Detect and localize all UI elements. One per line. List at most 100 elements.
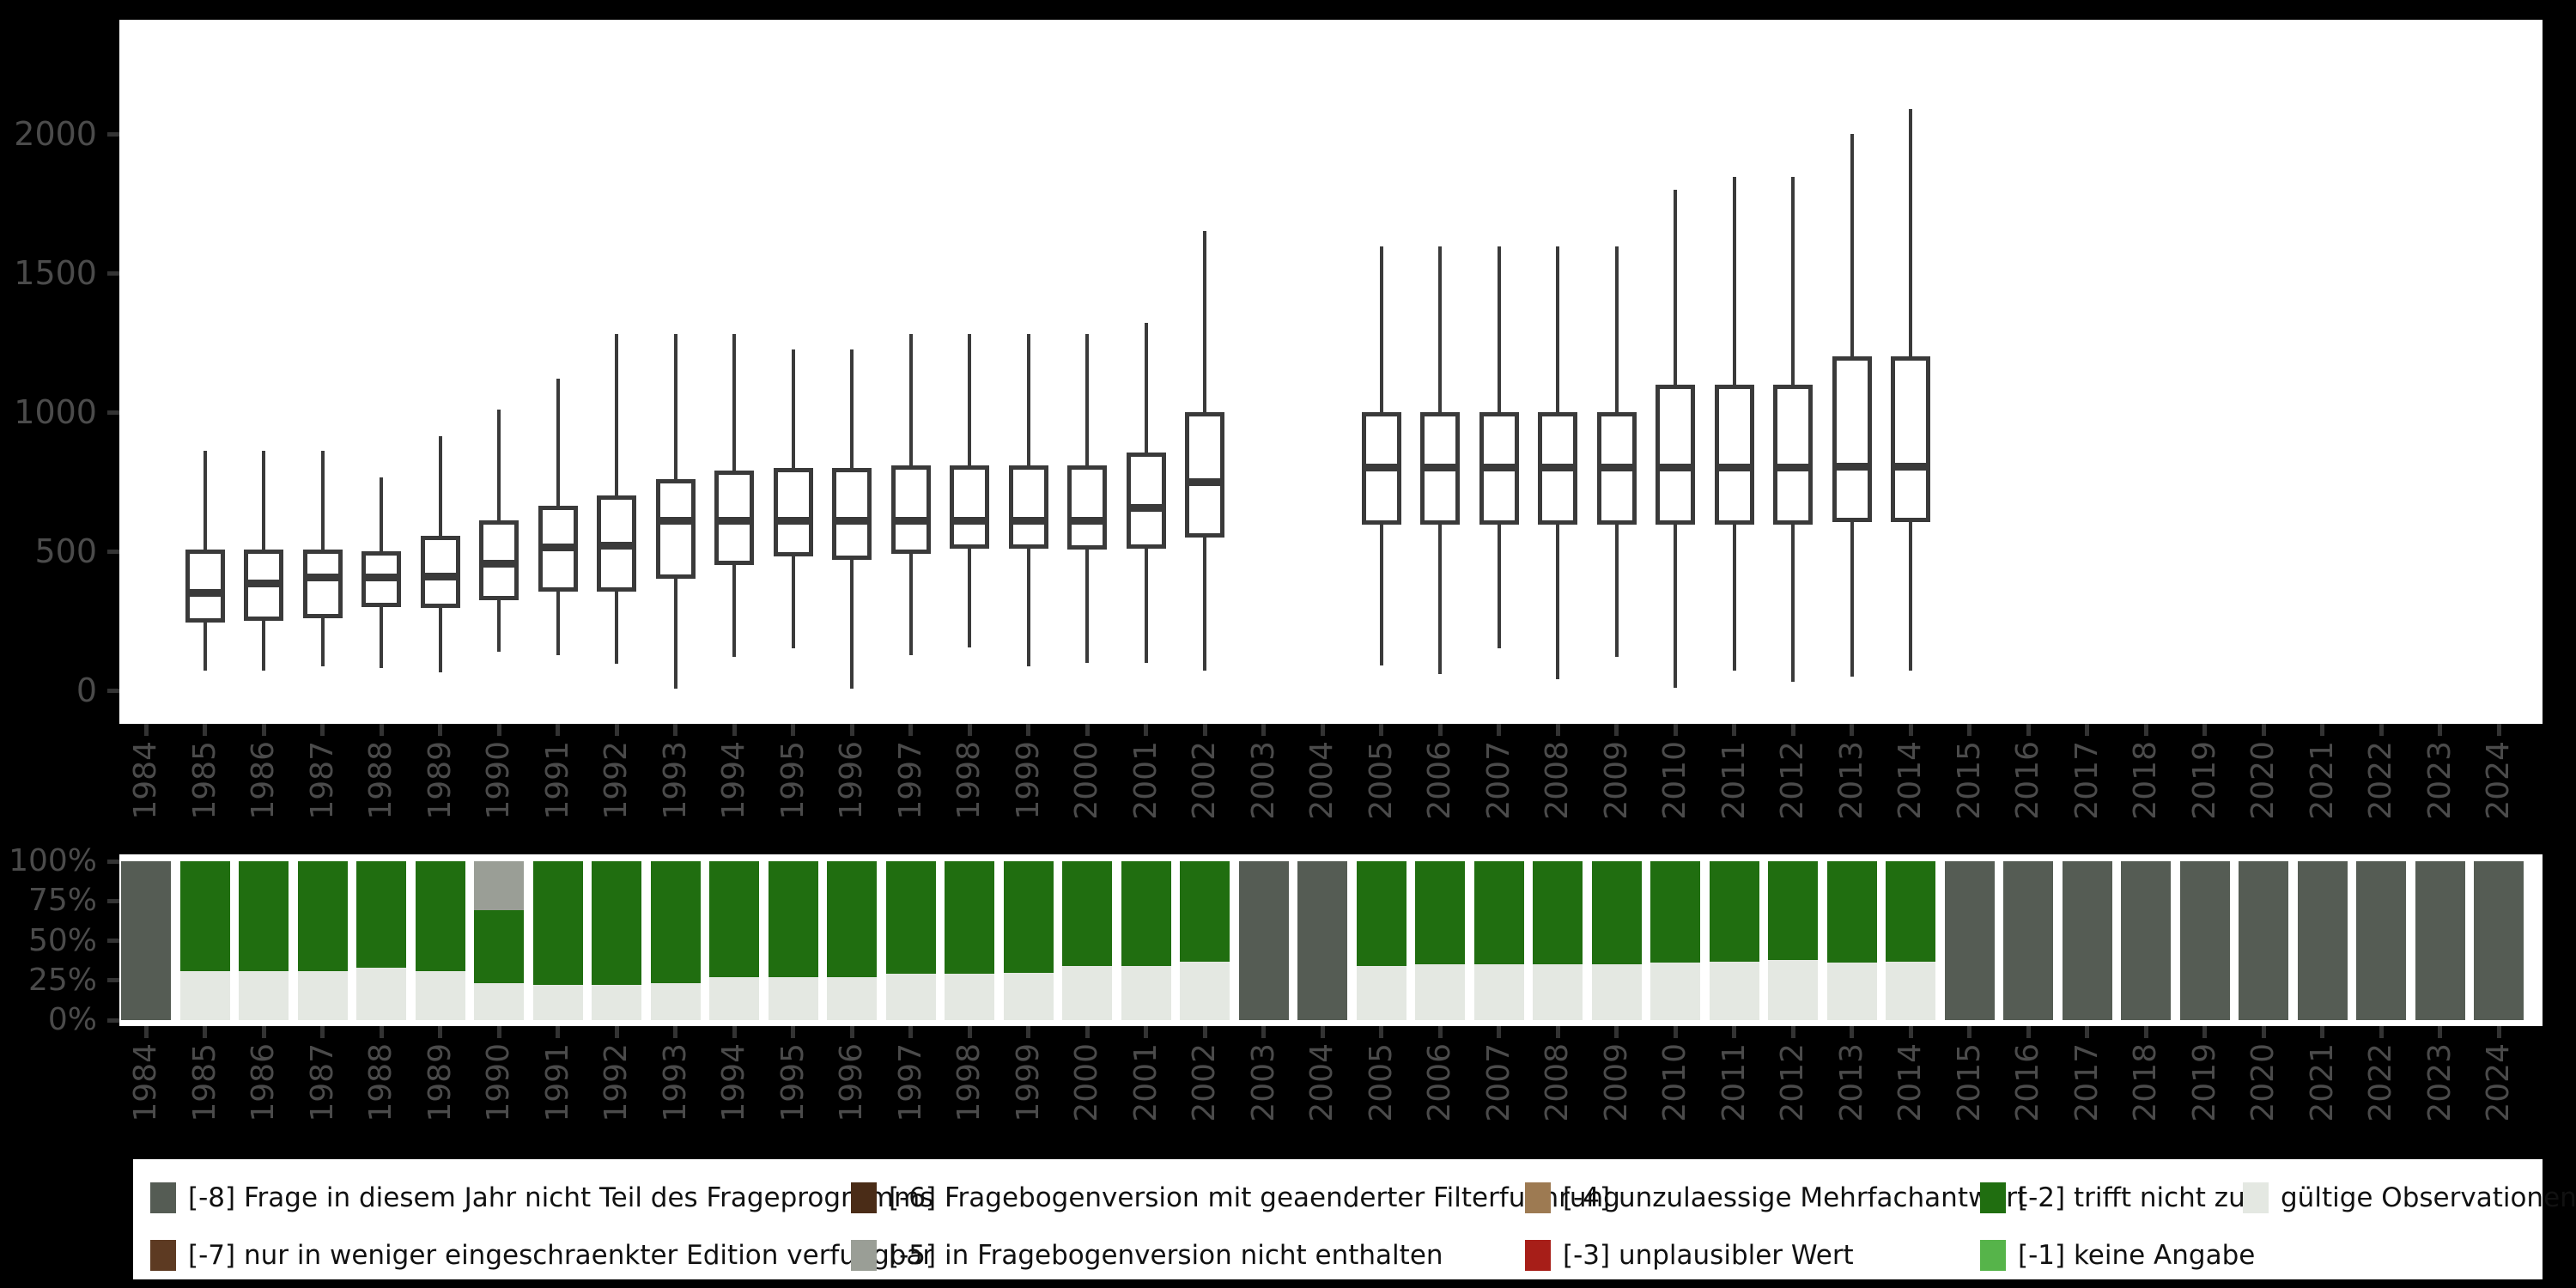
legend-label--5: [-5] in Fragebogenversion nicht enthalte… (889, 1240, 1443, 1271)
stacked-bar-1993 (650, 861, 701, 1020)
median-line-2005 (1361, 464, 1401, 472)
bar-x-tick-label-2008: 2008 (1540, 1043, 1575, 1122)
boxplot-x-tick-2015 (1967, 724, 1971, 736)
bar-segment-2018--8 (2121, 861, 2171, 1020)
bar-x-tick-2007 (1497, 1026, 1501, 1038)
stacked-bar-1992 (592, 861, 641, 1020)
bar-x-tick-2002 (1202, 1026, 1207, 1038)
bar-x-tick-2009 (1614, 1026, 1619, 1038)
boxplot-x-tick-label-2012: 2012 (1775, 741, 1810, 820)
bar-x-tick-2022 (2379, 1026, 2384, 1038)
median-line-1997 (890, 516, 931, 525)
bar-segment-2000--2 (1062, 861, 1112, 967)
bar-y-tick-25 (107, 978, 119, 983)
boxplot-x-tick-2001 (1144, 724, 1148, 736)
bar-segment-1992--2 (592, 861, 641, 986)
stacked-bar-2018 (2121, 861, 2171, 1020)
stacked-bar-2006 (1415, 861, 1465, 1020)
bar-x-tick-label-1988: 1988 (363, 1043, 398, 1122)
boxplot-x-tick-label-1986: 1986 (246, 741, 281, 820)
boxplot-x-tick-label-2011: 2011 (1716, 741, 1752, 820)
stacked-bar-1985 (179, 861, 230, 1020)
boxplot-y-tick-2000 (107, 131, 119, 137)
bar-x-tick-label-1997: 1997 (892, 1043, 928, 1122)
boxplot-y-tick-1000 (107, 410, 119, 415)
stacked-bar-2008 (1533, 861, 1583, 1020)
stacked-bar-2000 (1062, 861, 1112, 1020)
bar-x-tick-label-2013: 2013 (1833, 1043, 1869, 1122)
bar-y-tick-50 (107, 939, 119, 943)
bar-x-tick-1993 (673, 1026, 677, 1038)
stacked-bar-1999 (1003, 861, 1054, 1020)
bar-x-tick-2005 (1379, 1026, 1383, 1038)
bar-segment-1994--2 (709, 861, 759, 978)
bar-x-tick-label-2000: 2000 (1069, 1043, 1104, 1122)
bar-x-tick-label-2024: 2024 (2481, 1043, 2516, 1122)
bar-x-tick-2020 (2261, 1026, 2266, 1038)
boxplot-x-tick-label-2021: 2021 (2304, 741, 2340, 820)
boxplot-x-tick-2008 (1555, 724, 1560, 736)
boxplot-x-tick-2020 (2261, 724, 2266, 736)
bar-segment-1991-valid (532, 985, 583, 1020)
legend-swatch--1 (1980, 1240, 2006, 1271)
bar-segment-1990-valid (474, 983, 524, 1020)
bar-segment-1986--2 (239, 861, 289, 971)
bar-segment-1987--2 (297, 861, 348, 971)
stacked-bar-1988 (356, 861, 406, 1020)
bar-segment-2017--8 (2062, 861, 2112, 1020)
boxplot-x-tick-1990 (496, 724, 501, 736)
boxplot-x-tick-label-2018: 2018 (2128, 741, 2163, 820)
bar-x-tick-2023 (2438, 1026, 2442, 1038)
bar-y-tick-0 (107, 1018, 119, 1023)
bar-segment-2002--2 (1180, 861, 1230, 962)
legend-item--3: [-3] unplausibler Wert (1525, 1240, 1854, 1271)
bar-x-tick-1998 (967, 1026, 972, 1038)
bar-x-tick-2000 (1084, 1026, 1090, 1038)
iqr-box-2001 (1126, 452, 1166, 549)
bar-x-tick-label-2006: 2006 (1422, 1043, 1457, 1122)
boxplot-x-tick-1986 (261, 724, 266, 736)
boxplot-x-tick-label-1991: 1991 (539, 741, 575, 820)
bar-segment-2009-valid (1591, 964, 1642, 1020)
median-line-2012 (1773, 464, 1813, 472)
boxplot-x-tick-2011 (1732, 724, 1736, 736)
boxplot-x-tick-label-1984: 1984 (128, 741, 163, 820)
bar-x-tick-2006 (1437, 1026, 1443, 1038)
boxplot-x-tick-label-1989: 1989 (422, 741, 458, 820)
stacked-bar-1997 (885, 861, 936, 1020)
boxplot-x-tick-1988 (379, 724, 384, 736)
legend-label--2: [-2] trifft nicht zu (2018, 1182, 2245, 1213)
legend-item--6: [-6] Fragebogenversion mit geaenderter F… (851, 1182, 1620, 1213)
bar-segment-2014--2 (1886, 861, 1935, 962)
legend-swatch--2 (1980, 1182, 2006, 1213)
stacked-bar-2001 (1121, 861, 1171, 1020)
bar-x-tick-2018 (2143, 1026, 2148, 1038)
bar-x-tick-1988 (379, 1026, 384, 1038)
stacked-bar-2010 (1650, 861, 1700, 1020)
bar-segment-1994-valid (709, 977, 759, 1020)
boxplot-x-tick-label-1997: 1997 (892, 741, 928, 820)
boxplot-y-tick-label-1500: 1500 (14, 254, 97, 292)
bar-x-tick-label-1995: 1995 (775, 1043, 811, 1122)
iqr-box-1995 (773, 467, 813, 557)
median-line-1996 (832, 516, 872, 525)
bar-x-tick-label-1994: 1994 (716, 1043, 751, 1122)
median-line-1992 (597, 542, 636, 550)
bar-x-tick-1989 (438, 1026, 442, 1038)
bar-y-tick-label-100: 100% (9, 843, 97, 878)
bar-x-tick-1994 (732, 1026, 737, 1038)
legend-label--4: [-4] unzulaessige Mehrfachantwort (1563, 1182, 2028, 1213)
bar-x-tick-label-1984: 1984 (128, 1043, 163, 1122)
bar-x-tick-label-1991: 1991 (539, 1043, 575, 1122)
bar-segment-1985-valid (179, 970, 230, 1020)
median-line-2007 (1479, 464, 1519, 472)
boxplot-x-tick-1994 (732, 724, 737, 736)
stacked-bar-1990 (474, 861, 524, 1020)
boxplot-x-tick-1999 (1026, 724, 1030, 736)
bar-x-tick-label-2015: 2015 (1951, 1043, 1987, 1122)
bar-segment-2013--2 (1826, 861, 1877, 963)
boxplot-x-tick-label-2004: 2004 (1304, 741, 1340, 820)
boxplot-y-tick-1500 (107, 270, 119, 276)
bar-x-tick-1985 (203, 1026, 207, 1038)
